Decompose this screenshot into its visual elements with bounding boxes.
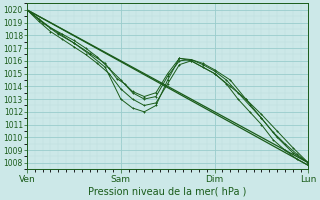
X-axis label: Pression niveau de la mer( hPa ): Pression niveau de la mer( hPa ) [89, 187, 247, 197]
